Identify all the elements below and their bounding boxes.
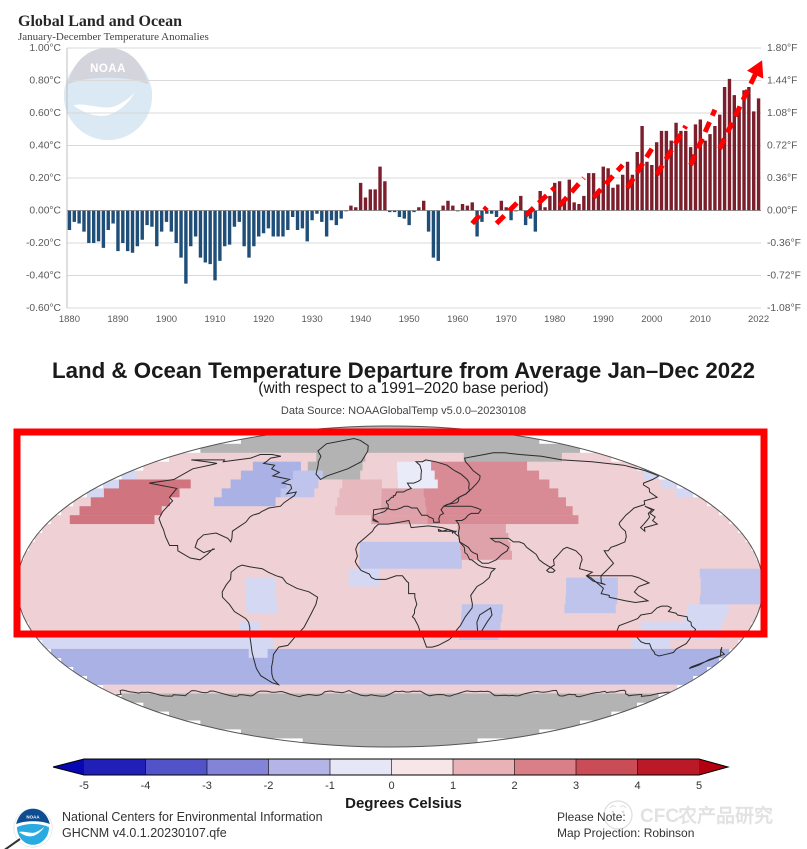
svg-text:农产品研究: 农产品研究 <box>677 804 773 827</box>
svg-text:-2: -2 <box>264 780 274 792</box>
svg-text:NOAA: NOAA <box>26 814 40 819</box>
svg-text:-4: -4 <box>141 780 151 792</box>
svg-text:-3: -3 <box>202 780 212 792</box>
svg-text:4: 4 <box>634 780 640 792</box>
svg-text:CFC: CFC <box>640 806 679 827</box>
svg-text:5: 5 <box>696 780 702 792</box>
svg-text:1: 1 <box>450 780 456 792</box>
svg-text:0: 0 <box>388 780 394 792</box>
svg-text:-1: -1 <box>325 780 335 792</box>
svg-text:-5: -5 <box>79 780 89 792</box>
svg-text:2: 2 <box>511 780 517 792</box>
svg-text:3: 3 <box>573 780 579 792</box>
